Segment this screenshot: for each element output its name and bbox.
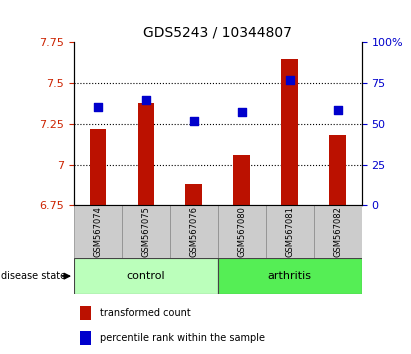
Title: GDS5243 / 10344807: GDS5243 / 10344807 [143, 26, 292, 40]
Bar [170, 205, 218, 258]
Bar [138, 103, 154, 205]
Text: control: control [127, 271, 165, 281]
Bar [122, 205, 170, 258]
Point [335, 107, 341, 113]
Text: percentile rank within the sample: percentile rank within the sample [100, 332, 265, 343]
Point [143, 97, 149, 103]
Point [238, 109, 245, 114]
Bar [74, 205, 122, 258]
Bar [314, 205, 362, 258]
Text: GSM567080: GSM567080 [237, 206, 246, 257]
Text: GSM567075: GSM567075 [141, 206, 150, 257]
Bar [80, 331, 91, 344]
Point [95, 104, 101, 110]
Bar [185, 184, 202, 205]
Text: transformed count: transformed count [100, 308, 191, 318]
Bar [218, 258, 362, 294]
Point [191, 118, 197, 124]
Text: GSM567081: GSM567081 [285, 206, 294, 257]
Text: arthritis: arthritis [268, 271, 312, 281]
Bar [233, 155, 250, 205]
Point [286, 77, 293, 83]
Text: GSM567076: GSM567076 [189, 206, 199, 257]
Bar [74, 258, 218, 294]
Bar [80, 306, 91, 320]
Bar [282, 59, 298, 205]
Bar [90, 129, 106, 205]
Bar [266, 205, 314, 258]
Bar [218, 205, 266, 258]
Bar [329, 135, 346, 205]
Text: disease state: disease state [1, 271, 66, 281]
Text: GSM567082: GSM567082 [333, 206, 342, 257]
Text: GSM567074: GSM567074 [93, 206, 102, 257]
